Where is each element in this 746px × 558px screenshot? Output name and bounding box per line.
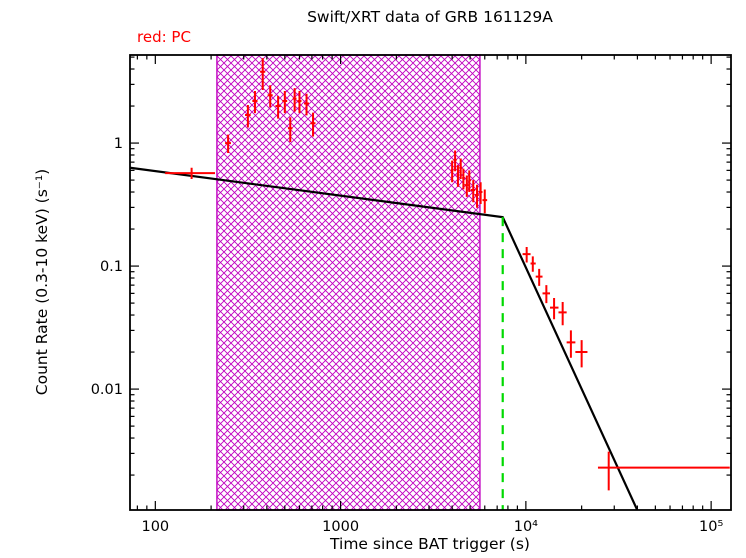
x-tick-label: 1000 xyxy=(322,519,359,535)
data-point xyxy=(282,91,288,114)
data-point xyxy=(310,112,316,137)
chart-title: Swift/XRT data of GRB 161129A xyxy=(307,8,553,26)
x-tick-label: 10⁵ xyxy=(699,519,723,535)
data-point xyxy=(297,91,302,114)
data-point xyxy=(292,88,297,112)
mode-label: red: PC xyxy=(137,28,191,46)
hatched-exclusion-band xyxy=(216,54,481,511)
data-point xyxy=(550,298,559,320)
data-point xyxy=(464,175,469,197)
data-points xyxy=(165,58,730,491)
y-tick-label: 1 xyxy=(114,136,123,152)
data-point xyxy=(542,285,551,304)
data-point xyxy=(597,451,730,491)
data-point xyxy=(462,168,465,190)
data-point xyxy=(252,91,258,114)
data-point xyxy=(225,134,231,154)
data-point xyxy=(260,58,266,91)
data-point xyxy=(165,167,216,180)
data-point xyxy=(453,150,457,172)
data-point xyxy=(456,165,460,187)
data-point xyxy=(478,182,483,204)
data-point xyxy=(475,184,479,208)
data-point xyxy=(459,158,463,180)
x-tick-label: 10⁴ xyxy=(514,519,538,535)
data-point xyxy=(450,160,454,183)
data-point xyxy=(245,104,251,128)
plot-content: 100 1000 10⁴ 10⁵ 0.01 0.1 1 xyxy=(91,54,732,535)
plot-frame xyxy=(129,54,732,511)
data-point xyxy=(535,268,543,286)
data-point xyxy=(275,95,281,119)
data-point xyxy=(566,330,576,358)
data-point xyxy=(522,246,531,263)
data-point xyxy=(470,180,476,203)
tick-labels: 100 1000 10⁴ 10⁵ 0.01 0.1 1 xyxy=(91,136,724,535)
data-point xyxy=(267,85,273,108)
y-tick-label: 0.01 xyxy=(91,382,123,398)
x-axis-label: Time since BAT trigger (s) xyxy=(329,535,530,553)
data-point xyxy=(558,302,567,326)
y-axis-label: Count Rate (0.3-10 keV) (s⁻¹) xyxy=(33,169,51,395)
x-tick-label: 100 xyxy=(141,519,169,535)
data-point xyxy=(468,170,471,193)
data-point xyxy=(482,189,488,214)
data-point xyxy=(287,117,293,143)
data-point xyxy=(530,256,536,272)
y-tick-label: 0.1 xyxy=(100,259,123,275)
data-point xyxy=(304,93,309,116)
data-point xyxy=(575,340,588,368)
